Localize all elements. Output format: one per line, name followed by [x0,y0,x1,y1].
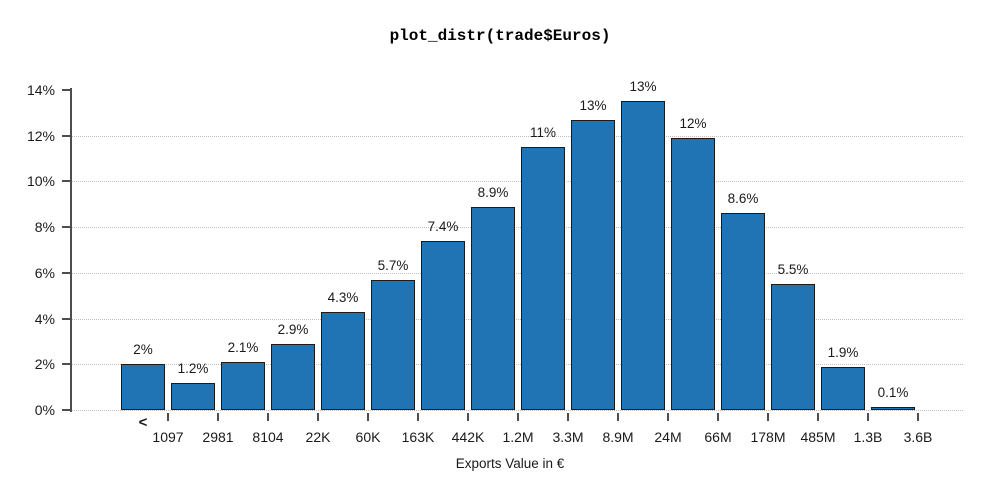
bar [621,101,665,410]
bar-value-label: 5.7% [377,257,409,273]
bar [221,362,265,410]
x-tick-label: 1097 [152,429,184,445]
grid-line [72,135,963,137]
grid-line [72,181,963,183]
x-tick [867,413,869,421]
x-tick [917,413,919,421]
bar [521,147,565,410]
x-tick [517,413,519,421]
y-tick-label: 8% [34,219,55,236]
y-tick-label: 2% [34,356,55,373]
bar [371,279,415,410]
bar-value-label: 2.9% [277,321,309,337]
bar-value-label: 13% [579,97,607,113]
x-tick [717,413,719,421]
bar [871,406,915,410]
y-tick-label: 14% [26,82,55,98]
grid-line [72,410,963,411]
bar [571,119,615,410]
y-tick-label: 6% [34,264,55,281]
y-tick [62,134,70,137]
y-axis-line [70,88,72,412]
grid-line [72,272,963,274]
y-tick [62,89,70,91]
y-tick [62,317,70,320]
x-tick [667,413,669,421]
bar-value-label: 7.4% [427,218,459,234]
bar [421,240,465,410]
y-tick-label: 10% [26,173,55,190]
y-tick [62,180,70,183]
x-tick-label: 8104 [252,429,284,445]
bar-value-label: 5.5% [777,262,809,278]
x-tick-label: 24M [654,429,682,445]
bar [171,382,215,410]
y-tick [62,409,70,411]
grid-line [72,227,963,229]
bar-value-label: 2.1% [227,340,259,355]
x-tick [317,413,319,421]
bar [671,138,715,410]
y-tick [62,271,70,274]
bar [471,206,515,410]
bar [271,343,315,410]
x-tick-label: 3.3M [552,429,584,445]
x-tick [267,413,269,421]
x-tick [817,413,819,421]
x-tick [467,413,469,421]
x-tick [767,413,769,421]
x-tick [567,413,569,421]
bar [721,213,765,410]
x-tick [217,413,219,421]
bar-value-label: 8.6% [727,191,759,207]
x-tick-label: 485M [800,429,836,445]
bar [121,364,165,410]
bar [821,366,865,410]
x-tick-label: 442K [451,429,485,445]
y-tick-label: 12% [26,127,55,144]
x-tick [367,413,369,421]
bar-value-label: 11% [529,125,557,141]
bar [321,311,365,410]
y-tick-label: 0% [34,402,55,418]
y-tick [62,363,70,366]
x-tick-label: 3.6B [903,429,933,445]
x-tick [417,413,419,421]
bar-value-label: 4.3% [327,289,359,305]
bar-value-label: 2% [133,342,153,358]
x-axis-title: Exports Value in € [455,456,565,471]
bar-value-label: 8.9% [477,184,509,200]
bar-value-label: 1.2% [177,360,209,376]
bar-value-label: 12% [679,116,707,131]
x-tick-label: 2981 [202,429,234,445]
x-tick-label: 66M [704,429,732,445]
first-bin-marker: < [138,414,148,431]
bar-value-label: 13% [629,79,657,95]
y-tick [62,226,70,229]
x-tick [167,413,169,421]
x-tick [617,413,619,421]
x-tick-label: 22K [305,429,331,445]
x-tick-label: 178M [750,429,786,445]
chart-title: plot_distr(trade$Euros) [389,27,611,45]
x-tick-label: 163K [401,429,435,445]
bar [771,284,815,410]
grid-line [72,364,963,366]
bar-value-label: 0.1% [877,384,909,400]
bar-value-label: 1.9% [827,344,859,360]
x-tick-label: 1.3B [853,429,883,445]
x-tick-label: 8.9M [602,429,634,445]
grid-line [72,318,963,320]
y-tick-label: 4% [34,310,55,327]
x-tick-label: 60K [355,429,381,445]
x-tick-label: 1.2M [502,429,534,445]
